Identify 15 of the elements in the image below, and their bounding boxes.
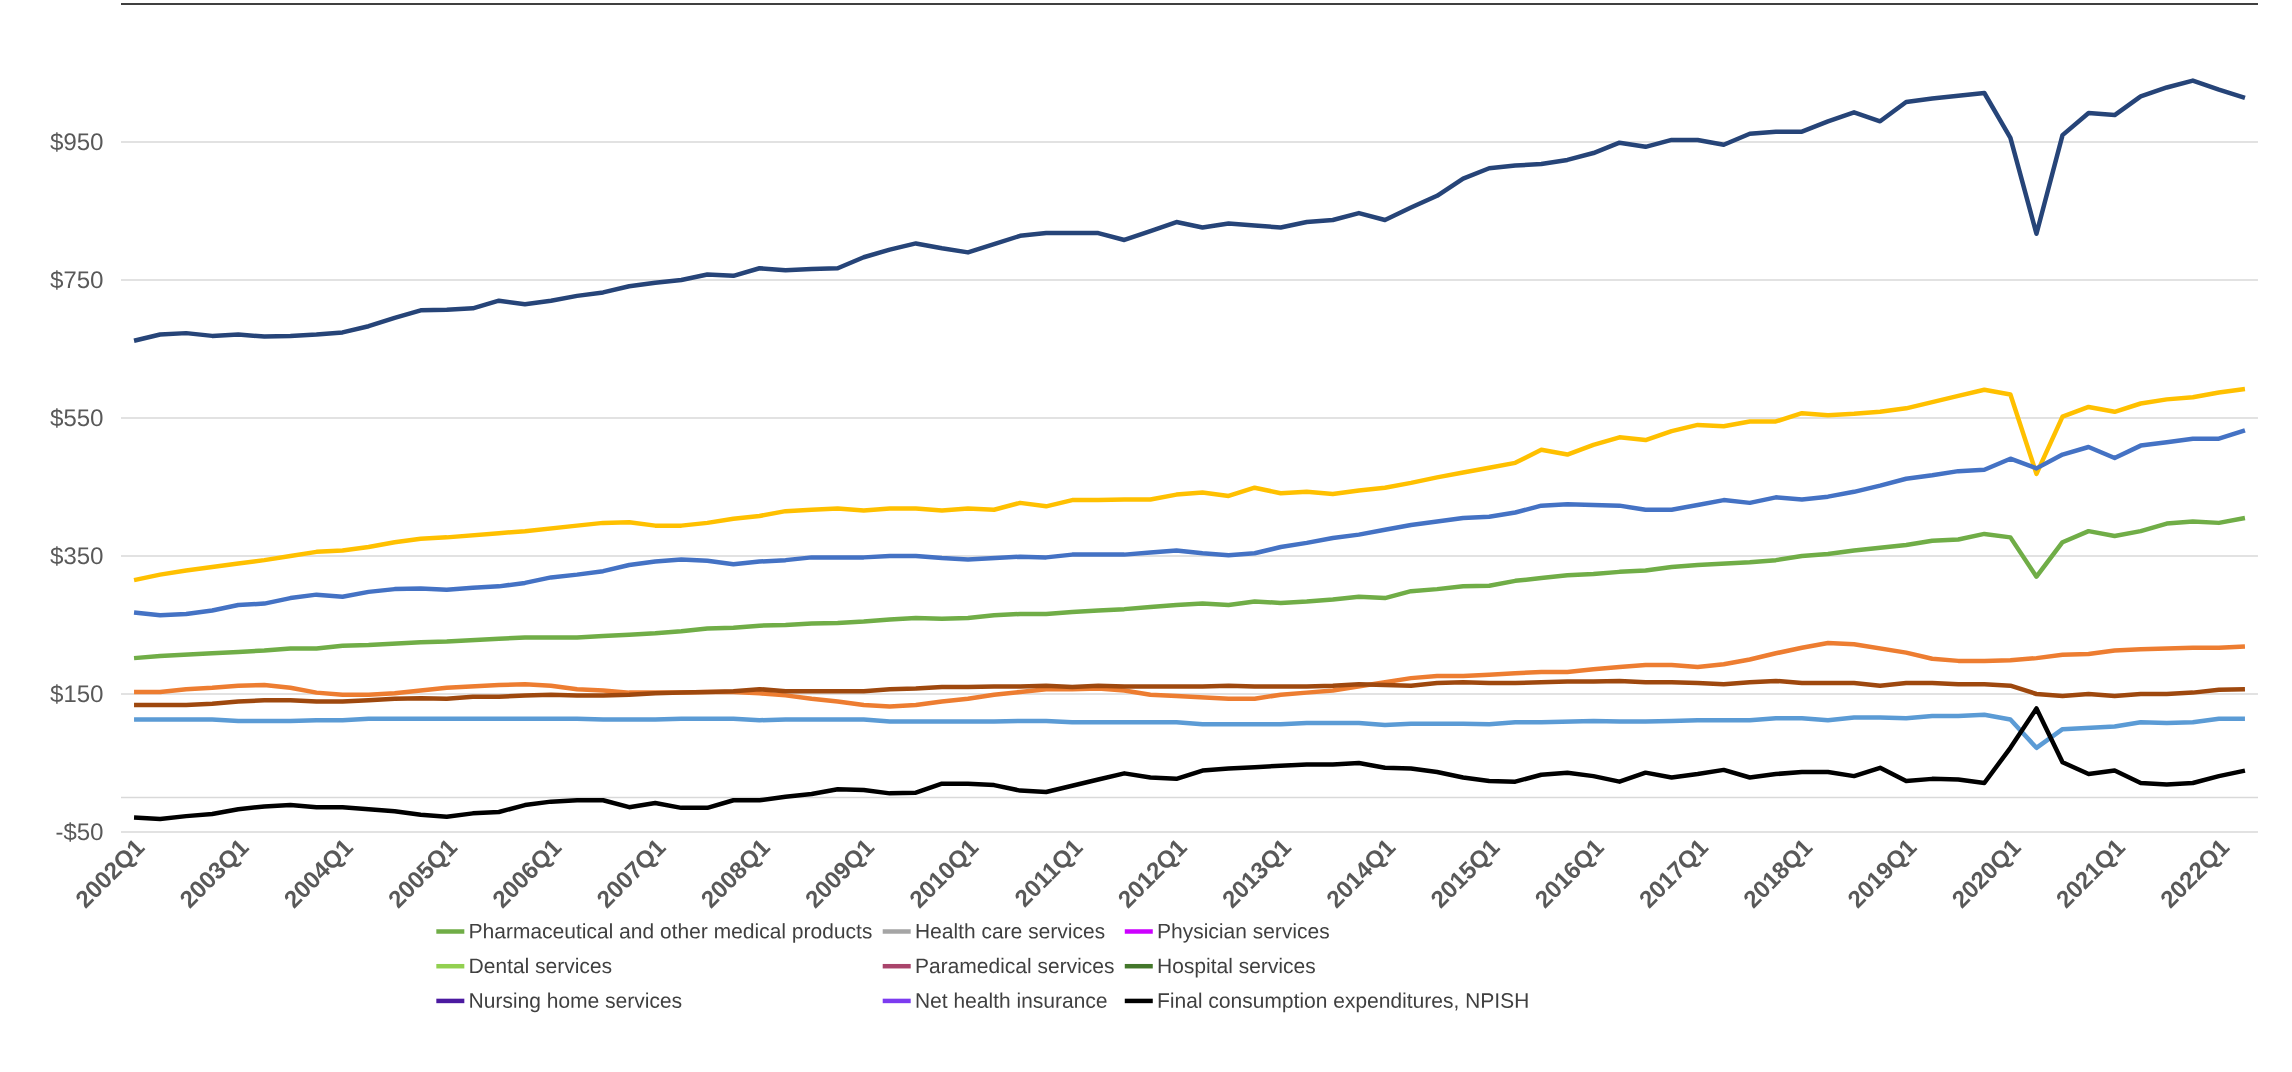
y-tick-label: $350 [50,546,103,566]
legend-label: Health care services [916,923,1105,939]
legend-label: Physician services [1158,923,1329,943]
legend-label: Net health insurance [916,992,1107,1008]
legend-label: Pharmaceutical and other medical products [470,923,872,943]
y-tick-label: $150 [50,684,103,704]
legend-label: Nursing home services [470,992,682,1013]
legend-label: Dental services [470,957,612,974]
legend-label: Final consumption expenditures, NPISH [1158,992,1528,1013]
y-tick-label: $950 [50,132,103,152]
legend-label: Hospital services [1158,957,1315,978]
y-tick-label: $550 [50,408,103,428]
y-tick-label: $750 [50,270,103,290]
y-tick-label: -$50 [56,822,103,842]
legend-label: Paramedical services [916,957,1114,974]
